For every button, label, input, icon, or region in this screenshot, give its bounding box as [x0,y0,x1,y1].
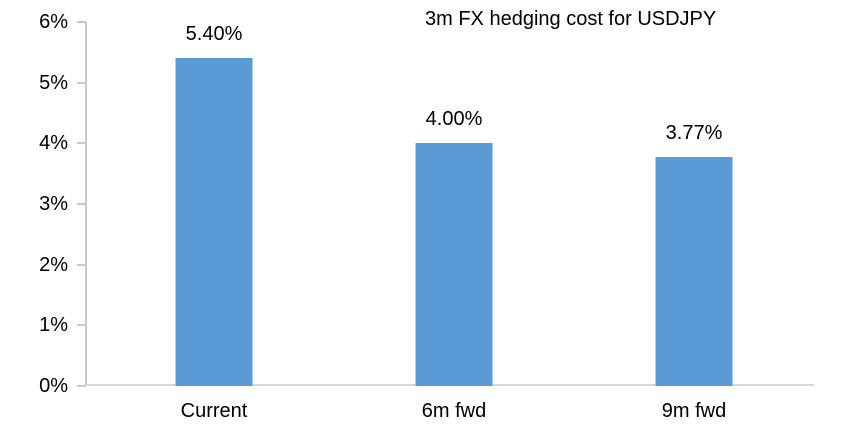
bar [175,58,253,386]
y-axis-label: 6% [39,11,68,33]
y-tick-mark [77,21,86,23]
bar [415,143,493,386]
x-axis-label: 6m fwd [421,400,487,422]
y-axis-label: 2% [39,253,68,276]
y-axis-line [85,22,87,386]
x-axis-label: Current [180,400,248,422]
y-tick-mark [77,324,86,327]
bar-slot: 4.00% [334,22,574,386]
y-tick-mark [77,385,86,387]
y-axis-label: 4% [39,132,68,155]
x-axis-label: 9m fwd [661,400,727,422]
bar [655,157,733,386]
y-axis-label: 3% [39,193,68,215]
bar-value-label: 5.40% [185,23,243,46]
y-tick-mark [77,203,86,205]
bar-value-label: 3.77% [665,122,723,145]
y-tick-mark [77,81,86,84]
y-axis-label: 0% [39,375,68,397]
y-tick-mark [77,263,86,266]
bar-slot: 5.40% [94,22,334,386]
chart-title: 3m FX hedging cost for USDJPY [425,8,717,30]
bar-slot: 3.77% [574,22,814,386]
y-axis-label: 1% [39,314,68,337]
y-axis-label: 5% [39,71,68,94]
x-axis-labels: Current 6m fwd 9m fwd [94,399,814,423]
y-tick-mark [77,142,86,145]
plot-area: 5.40% 4.00% 3.77% [94,22,814,386]
bar-value-label: 4.00% [425,108,483,131]
